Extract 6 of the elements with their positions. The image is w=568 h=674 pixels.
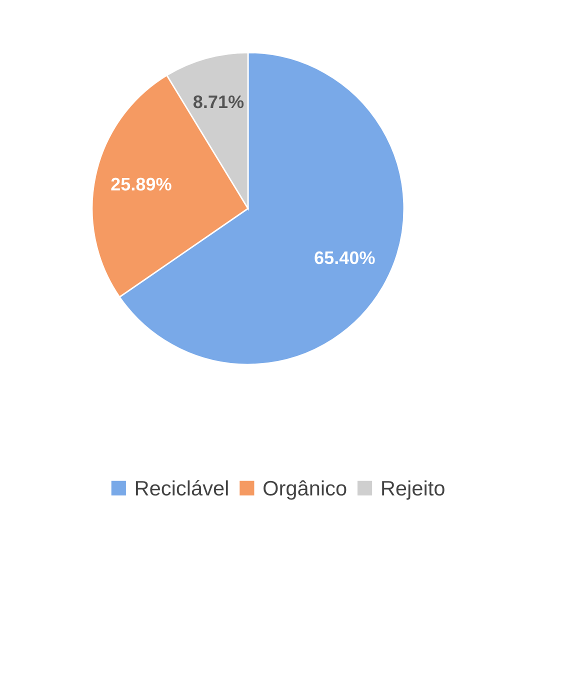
data-label: 65.40% — [314, 251, 375, 264]
data-label: 8.71% — [193, 95, 244, 108]
legend-label: Rejeito — [382, 480, 444, 500]
legend-label: Orgânico — [264, 480, 346, 500]
legend-label: Reciclável — [136, 480, 228, 496]
data-label: 25.89% — [111, 178, 172, 191]
